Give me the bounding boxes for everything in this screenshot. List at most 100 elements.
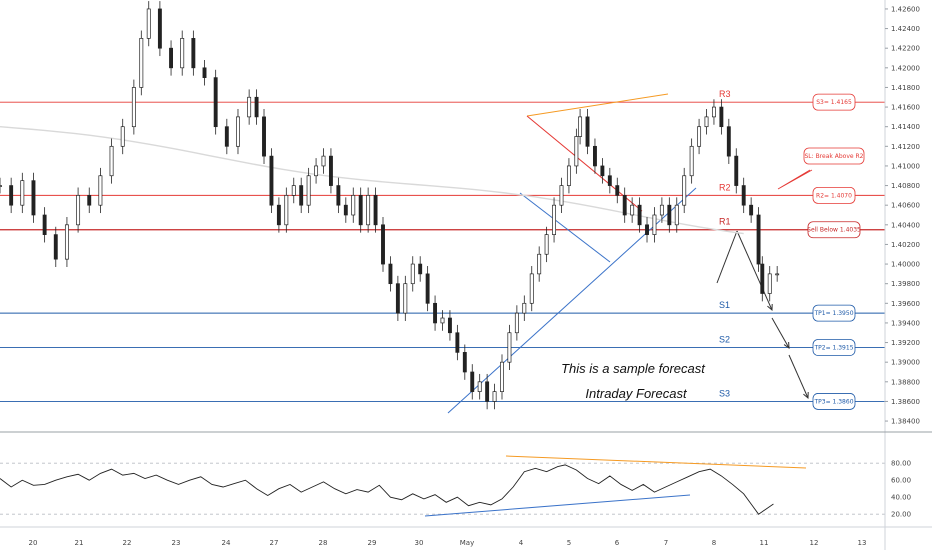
candle — [109, 138, 114, 184]
candle-body — [455, 332, 460, 353]
price-tick-label: 1.42400 — [891, 25, 920, 33]
time-tick-label: 4 — [519, 539, 524, 547]
candle — [157, 1, 162, 57]
candle-body — [403, 283, 408, 314]
candle — [247, 89, 252, 125]
candle — [321, 148, 326, 174]
time-tick-label: 29 — [368, 539, 377, 547]
candle — [98, 167, 103, 214]
candle-body — [704, 116, 709, 128]
price-tick-label: 1.41400 — [891, 123, 920, 131]
candle — [492, 383, 497, 410]
candle — [343, 197, 348, 223]
candle — [645, 216, 649, 243]
level-label-r3: R3 — [719, 89, 731, 99]
candle-body — [767, 273, 772, 294]
candle-body — [529, 273, 534, 304]
candle — [775, 266, 780, 282]
candle — [120, 118, 125, 155]
time-tick-label: 27 — [270, 539, 279, 547]
candle — [522, 295, 527, 321]
price-tick-label: 1.40000 — [891, 261, 920, 269]
candle — [20, 172, 25, 214]
price-tick-label: 1.42000 — [891, 64, 920, 72]
candle — [622, 187, 627, 223]
candle-body — [9, 185, 14, 206]
candle — [529, 266, 534, 312]
falling-wedge-line-blue — [519, 192, 611, 263]
level-box-text-r3: S3= 1.4165 — [816, 99, 852, 106]
candle — [180, 30, 185, 76]
rsi-tick-label: 60.00 — [891, 477, 911, 485]
candle-body — [756, 214, 761, 265]
candle — [652, 207, 657, 243]
candle-body — [291, 185, 296, 196]
candle-body — [697, 126, 702, 147]
candle — [689, 138, 694, 184]
candle — [593, 138, 597, 174]
candle-body — [470, 371, 475, 392]
price-tick-label: 1.38800 — [891, 378, 920, 386]
time-tick-label: 5 — [567, 539, 571, 547]
candle-body — [276, 204, 281, 226]
candle-body — [328, 155, 333, 186]
candle — [395, 275, 400, 321]
candle — [299, 177, 304, 214]
candle — [139, 30, 144, 96]
sl-callout-pointer — [777, 169, 813, 190]
candle-body — [734, 155, 739, 186]
candle — [403, 275, 408, 321]
candle-body — [674, 204, 679, 226]
candle — [351, 187, 356, 223]
candle-body — [269, 155, 274, 206]
candle-body — [462, 352, 467, 373]
time-tick-label: 8 — [712, 539, 716, 547]
rsi-trendline-orange — [505, 455, 807, 469]
price-tick-label: 1.39600 — [891, 300, 920, 308]
candle — [9, 177, 14, 214]
forecast-arrow-head — [803, 391, 809, 400]
level-label-r1: R1 — [719, 217, 731, 227]
candle — [336, 177, 341, 214]
candle-body — [514, 312, 519, 334]
rsi-tick-label: 80.00 — [891, 460, 911, 468]
forecast-arrow-start — [716, 230, 738, 284]
candle — [470, 364, 475, 400]
level-box-r1 — [807, 221, 861, 239]
candle-body — [321, 155, 326, 167]
candle — [388, 256, 393, 292]
upper-trendline-orange — [526, 93, 669, 117]
candle-body — [749, 204, 754, 216]
candle-body — [689, 145, 694, 177]
candle — [328, 148, 333, 194]
candle — [440, 310, 445, 331]
level-box-text-r1: Sell Below 1.4035 — [807, 227, 861, 234]
candle — [462, 344, 467, 380]
price-tick-label: 1.39000 — [891, 359, 920, 367]
time-tick-label: 6 — [615, 539, 620, 547]
level-box-s2 — [812, 339, 856, 356]
candle — [682, 167, 687, 214]
candle-body — [719, 106, 724, 128]
candle — [373, 187, 378, 233]
time-tick-label: 20 — [29, 539, 38, 547]
candle-body — [64, 224, 69, 260]
candle-body — [87, 195, 92, 206]
time-tick-label: 23 — [172, 539, 181, 547]
sl-callout-box — [803, 147, 865, 165]
price-tick-label: 1.40800 — [891, 182, 920, 190]
candle — [169, 40, 174, 76]
level-box-s3 — [812, 393, 856, 410]
candle — [213, 69, 218, 135]
candle-body — [306, 175, 311, 206]
candle-body — [262, 116, 266, 157]
candle-body — [351, 195, 356, 216]
candle — [433, 295, 438, 331]
candle-body — [76, 195, 81, 226]
candle-body — [358, 195, 363, 226]
candle-body — [726, 126, 731, 157]
candle — [719, 99, 724, 135]
time-tick-label: May — [460, 539, 474, 547]
candle — [202, 59, 207, 86]
candle — [741, 177, 746, 214]
